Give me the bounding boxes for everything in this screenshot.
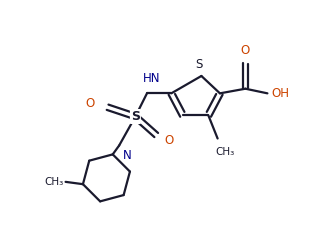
- Text: S: S: [131, 110, 140, 123]
- Text: O: O: [165, 134, 173, 147]
- Text: S: S: [195, 58, 203, 71]
- Text: HN: HN: [143, 72, 160, 85]
- Text: O: O: [241, 45, 250, 58]
- Text: CH₃: CH₃: [44, 177, 63, 187]
- Text: N: N: [123, 149, 131, 162]
- Text: O: O: [86, 97, 95, 110]
- Text: CH₃: CH₃: [215, 147, 234, 157]
- Text: OH: OH: [271, 87, 289, 100]
